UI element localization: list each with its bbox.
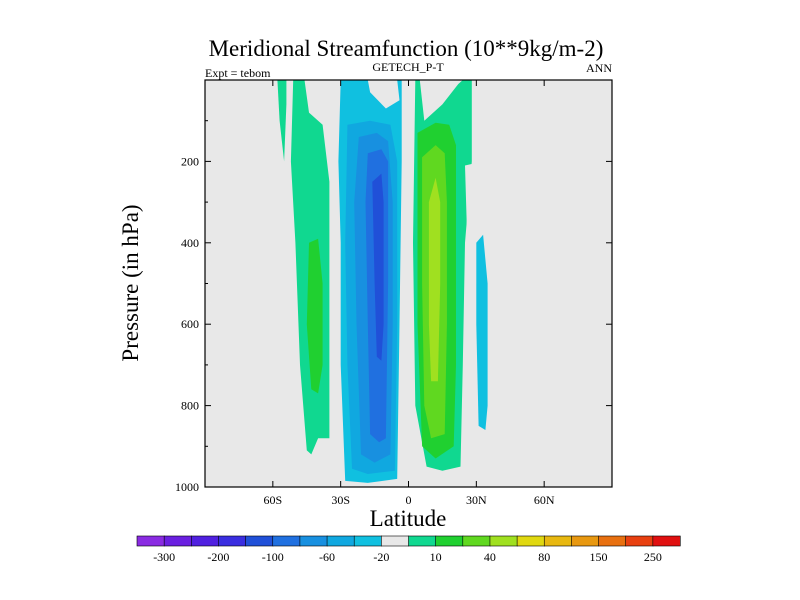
region-sh-cell-100 (372, 173, 384, 361)
colorbar-swatch (435, 535, 464, 547)
colorbar-label: -100 (262, 550, 284, 564)
colorbar-label: 40 (484, 550, 496, 564)
colorbar-swatch (163, 535, 192, 547)
colorbar-label: -60 (319, 550, 335, 564)
chart-title: Meridional Streamfunction (10**9kg/m-2) (209, 36, 604, 61)
colorbar-label: 250 (644, 550, 662, 564)
colorbar-swatch (218, 535, 247, 547)
region-nh-high-lat (501, 80, 517, 182)
x-tick-label: 60S (263, 493, 282, 507)
subtitle-left: Expt = tebom (205, 66, 271, 80)
x-tick-label: 30S (331, 493, 350, 507)
colorbar-label: 150 (590, 550, 608, 564)
region-sh-polar-40 (306, 238, 323, 394)
colorbar-swatch (299, 535, 328, 547)
colorbar-swatch (652, 535, 681, 547)
x-tick-label: 60N (534, 493, 555, 507)
colorbar-swatch (489, 535, 518, 547)
region-nh-polar-20 (476, 234, 488, 430)
colorbar-swatch (326, 535, 355, 547)
y-tick-label: 200 (181, 154, 199, 168)
colorbar-swatch (625, 535, 654, 547)
y-tick-label: 1000 (175, 480, 199, 494)
colorbar-swatch (408, 535, 437, 547)
colorbar-swatch (191, 535, 220, 547)
region-nh-cell-80 (428, 177, 441, 382)
colorbar-label: -20 (373, 550, 389, 564)
colorbar-swatch (543, 535, 573, 547)
colorbar-swatch (516, 535, 545, 547)
colorbar-swatch (272, 535, 301, 547)
colorbar-swatch (136, 535, 165, 547)
colorbar-swatch (381, 535, 410, 547)
colorbar-label: 80 (538, 550, 550, 564)
plot-area: 60S 30S 0 30N 60N 200 400 600 800 1000 (175, 79, 613, 507)
colorbar-swatch (462, 535, 491, 547)
y-tick-label: 800 (181, 399, 199, 413)
colorbar-label: -300 (153, 550, 175, 564)
colorbar-swatch (353, 535, 382, 547)
y-tick-label: 600 (181, 317, 199, 331)
colorbar-label: 10 (430, 550, 442, 564)
region-sh-high-lat (277, 80, 287, 162)
subtitle-center: GETECH_P-T (372, 60, 444, 74)
subtitle-right: ANN (586, 61, 612, 75)
x-tick-label: 30N (466, 493, 487, 507)
colorbar: -300 -200 -100 -60 -20 10 40 80 150 250 (136, 535, 681, 564)
colorbar-swatch (598, 535, 627, 547)
x-axis-ticks: 60S 30S 0 30N 60N (263, 80, 555, 507)
colorbar-swatch (245, 535, 274, 547)
x-axis-label: Latitude (370, 506, 447, 531)
y-axis-label: Pressure (in hPa) (118, 204, 143, 361)
contour-regions (277, 80, 517, 483)
colorbar-swatch (571, 535, 600, 547)
colorbar-label: -200 (207, 550, 229, 564)
x-tick-label: 0 (406, 493, 412, 507)
region-nh-high-lat-2 (480, 80, 493, 162)
y-tick-label: 400 (181, 236, 199, 250)
y-axis-ticks: 200 400 600 800 1000 (175, 120, 612, 494)
plot-background (205, 80, 612, 487)
